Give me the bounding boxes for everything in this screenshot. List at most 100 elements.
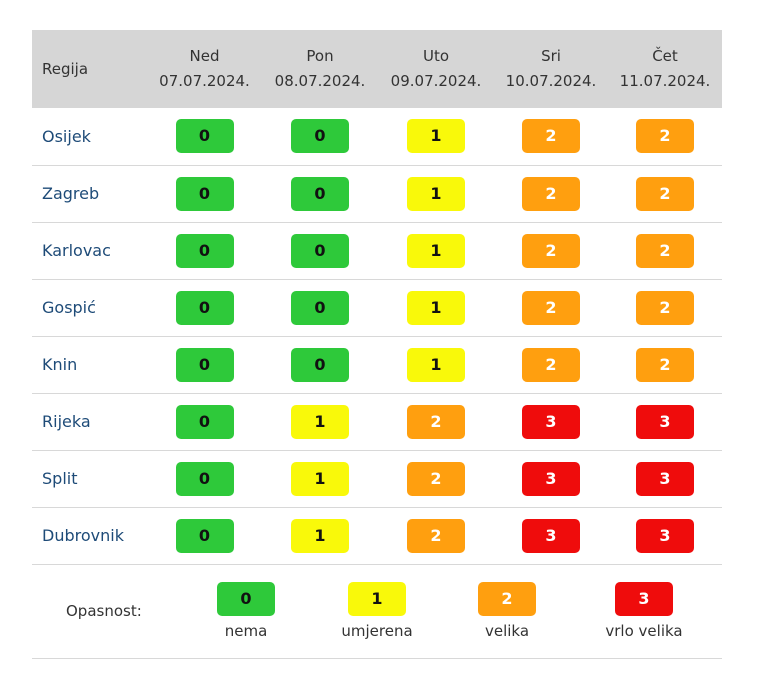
danger-level-badge: 2 [522,119,580,154]
danger-cell: 0 [147,279,262,336]
danger-cell: 3 [494,393,608,450]
danger-cell: 2 [494,336,608,393]
region-column-header: Regija [42,59,89,78]
danger-level-badge: 0 [175,176,234,211]
danger-table: Regija Ned 07.07.2024. Pon 08.07.2024. U… [32,30,722,565]
region-name[interactable]: Zagreb [42,184,100,203]
danger-level-badge: 3 [636,518,694,553]
legend-badge-2: 2 [478,581,536,616]
day-column-header: Čet 11.07.2024. [608,30,722,108]
danger-level-badge: 0 [175,347,234,382]
danger-level-badge: 3 [522,461,580,496]
day-name: Ned [189,47,220,65]
table-body: Osijek 0 0 1 2 2 Zagreb 0 0 1 2 2 Karlovac 0 0 1 2 2 Gospi… [32,108,722,564]
table-row: Rijeka 0 1 2 3 3 [32,393,722,450]
fire-danger-widget: Regija Ned 07.07.2024. Pon 08.07.2024. U… [32,30,722,659]
danger-cell: 0 [262,108,378,165]
danger-cell: 2 [378,450,494,507]
table-row: Dubrovnik 0 1 2 3 3 [32,507,722,564]
legend-label: Opasnost: [66,601,142,620]
danger-level-badge: 1 [407,347,465,382]
danger-level-badge: 2 [522,176,580,211]
danger-cell: 0 [262,279,378,336]
danger-cell: 1 [262,507,378,564]
day-column-header: Sri 10.07.2024. [494,30,608,108]
danger-level-badge: 2 [636,119,694,154]
danger-level-badge: 2 [407,461,465,496]
danger-level-badge: 1 [407,290,465,325]
danger-cell: 3 [608,393,722,450]
danger-cell: 1 [378,108,494,165]
danger-cell: 3 [608,507,722,564]
region-name[interactable]: Knin [42,355,78,374]
danger-cell: 0 [147,336,262,393]
danger-level-badge: 0 [175,233,234,268]
danger-cell: 0 [147,108,262,165]
day-date: 10.07.2024. [505,72,597,90]
danger-cell: 2 [608,336,722,393]
region-name[interactable]: Dubrovnik [42,526,124,545]
legend-text: velika [484,621,530,640]
legend-text: vrlo velika [605,621,683,640]
day-column-header: Uto 09.07.2024. [378,30,494,108]
region-name[interactable]: Karlovac [42,241,111,260]
day-date: 11.07.2024. [619,72,711,90]
day-name: Čet [652,47,678,65]
table-row: Split 0 1 2 3 3 [32,450,722,507]
danger-level-badge: 1 [291,461,349,496]
table-row: Gospić 0 0 1 2 2 [32,279,722,336]
danger-cell: 2 [378,507,494,564]
day-name: Sri [541,47,561,65]
danger-level-badge: 2 [407,518,465,553]
danger-level-badge: 2 [636,347,694,382]
danger-level-badge: 3 [522,404,580,439]
region-name[interactable]: Rijeka [42,412,91,431]
danger-level-badge: 2 [636,290,694,325]
danger-cell: 0 [147,507,262,564]
danger-level-badge: 3 [522,518,580,553]
danger-level-badge: 0 [291,233,349,268]
region-name[interactable]: Osijek [42,126,91,146]
danger-cell: 2 [494,165,608,222]
danger-level-badge: 2 [522,233,580,268]
danger-level-badge: 0 [291,176,349,211]
danger-level-badge: 1 [407,176,465,211]
danger-level-badge: 1 [407,119,465,154]
danger-cell: 0 [147,450,262,507]
danger-level-badge: 0 [175,290,234,325]
danger-legend: Opasnost: 0 nema 1 umjerena 2 velika 3 v… [32,565,722,659]
day-date: 07.07.2024. [159,72,250,90]
table-row: Karlovac 0 0 1 2 2 [32,222,722,279]
danger-level-badge: 2 [407,404,465,439]
danger-level-badge: 2 [636,176,694,211]
legend-item-nema: 0 nema [191,581,301,640]
danger-level-badge: 0 [175,404,234,439]
table-row: Osijek 0 0 1 2 2 [32,108,722,165]
legend-badge-3: 3 [615,581,673,616]
danger-cell: 2 [494,222,608,279]
danger-level-badge: 0 [291,347,349,382]
legend-badge-0: 0 [217,581,275,616]
day-column-header: Pon 08.07.2024. [262,30,378,108]
danger-cell: 3 [608,450,722,507]
danger-level-badge: 0 [291,119,349,154]
danger-level-badge: 0 [175,461,234,496]
day-date: 08.07.2024. [274,72,366,90]
region-name[interactable]: Gospić [42,298,96,317]
legend-item-vrlo-velika: 3 vrlo velika [589,581,699,640]
danger-level-badge: 0 [175,518,234,553]
danger-level-badge: 0 [291,290,349,325]
danger-level-badge: 0 [175,119,234,154]
danger-cell: 1 [378,279,494,336]
danger-cell: 1 [262,393,378,450]
danger-cell: 1 [378,336,494,393]
danger-cell: 3 [494,507,608,564]
legend-item-umjerena: 1 umjerena [322,581,432,640]
danger-level-badge: 3 [636,461,694,496]
day-column-header: Ned 07.07.2024. [147,30,262,108]
danger-level-badge: 2 [522,290,580,325]
danger-level-badge: 2 [636,233,694,268]
legend-badge-1: 1 [348,581,406,616]
region-name[interactable]: Split [42,469,78,488]
danger-cell: 0 [262,336,378,393]
